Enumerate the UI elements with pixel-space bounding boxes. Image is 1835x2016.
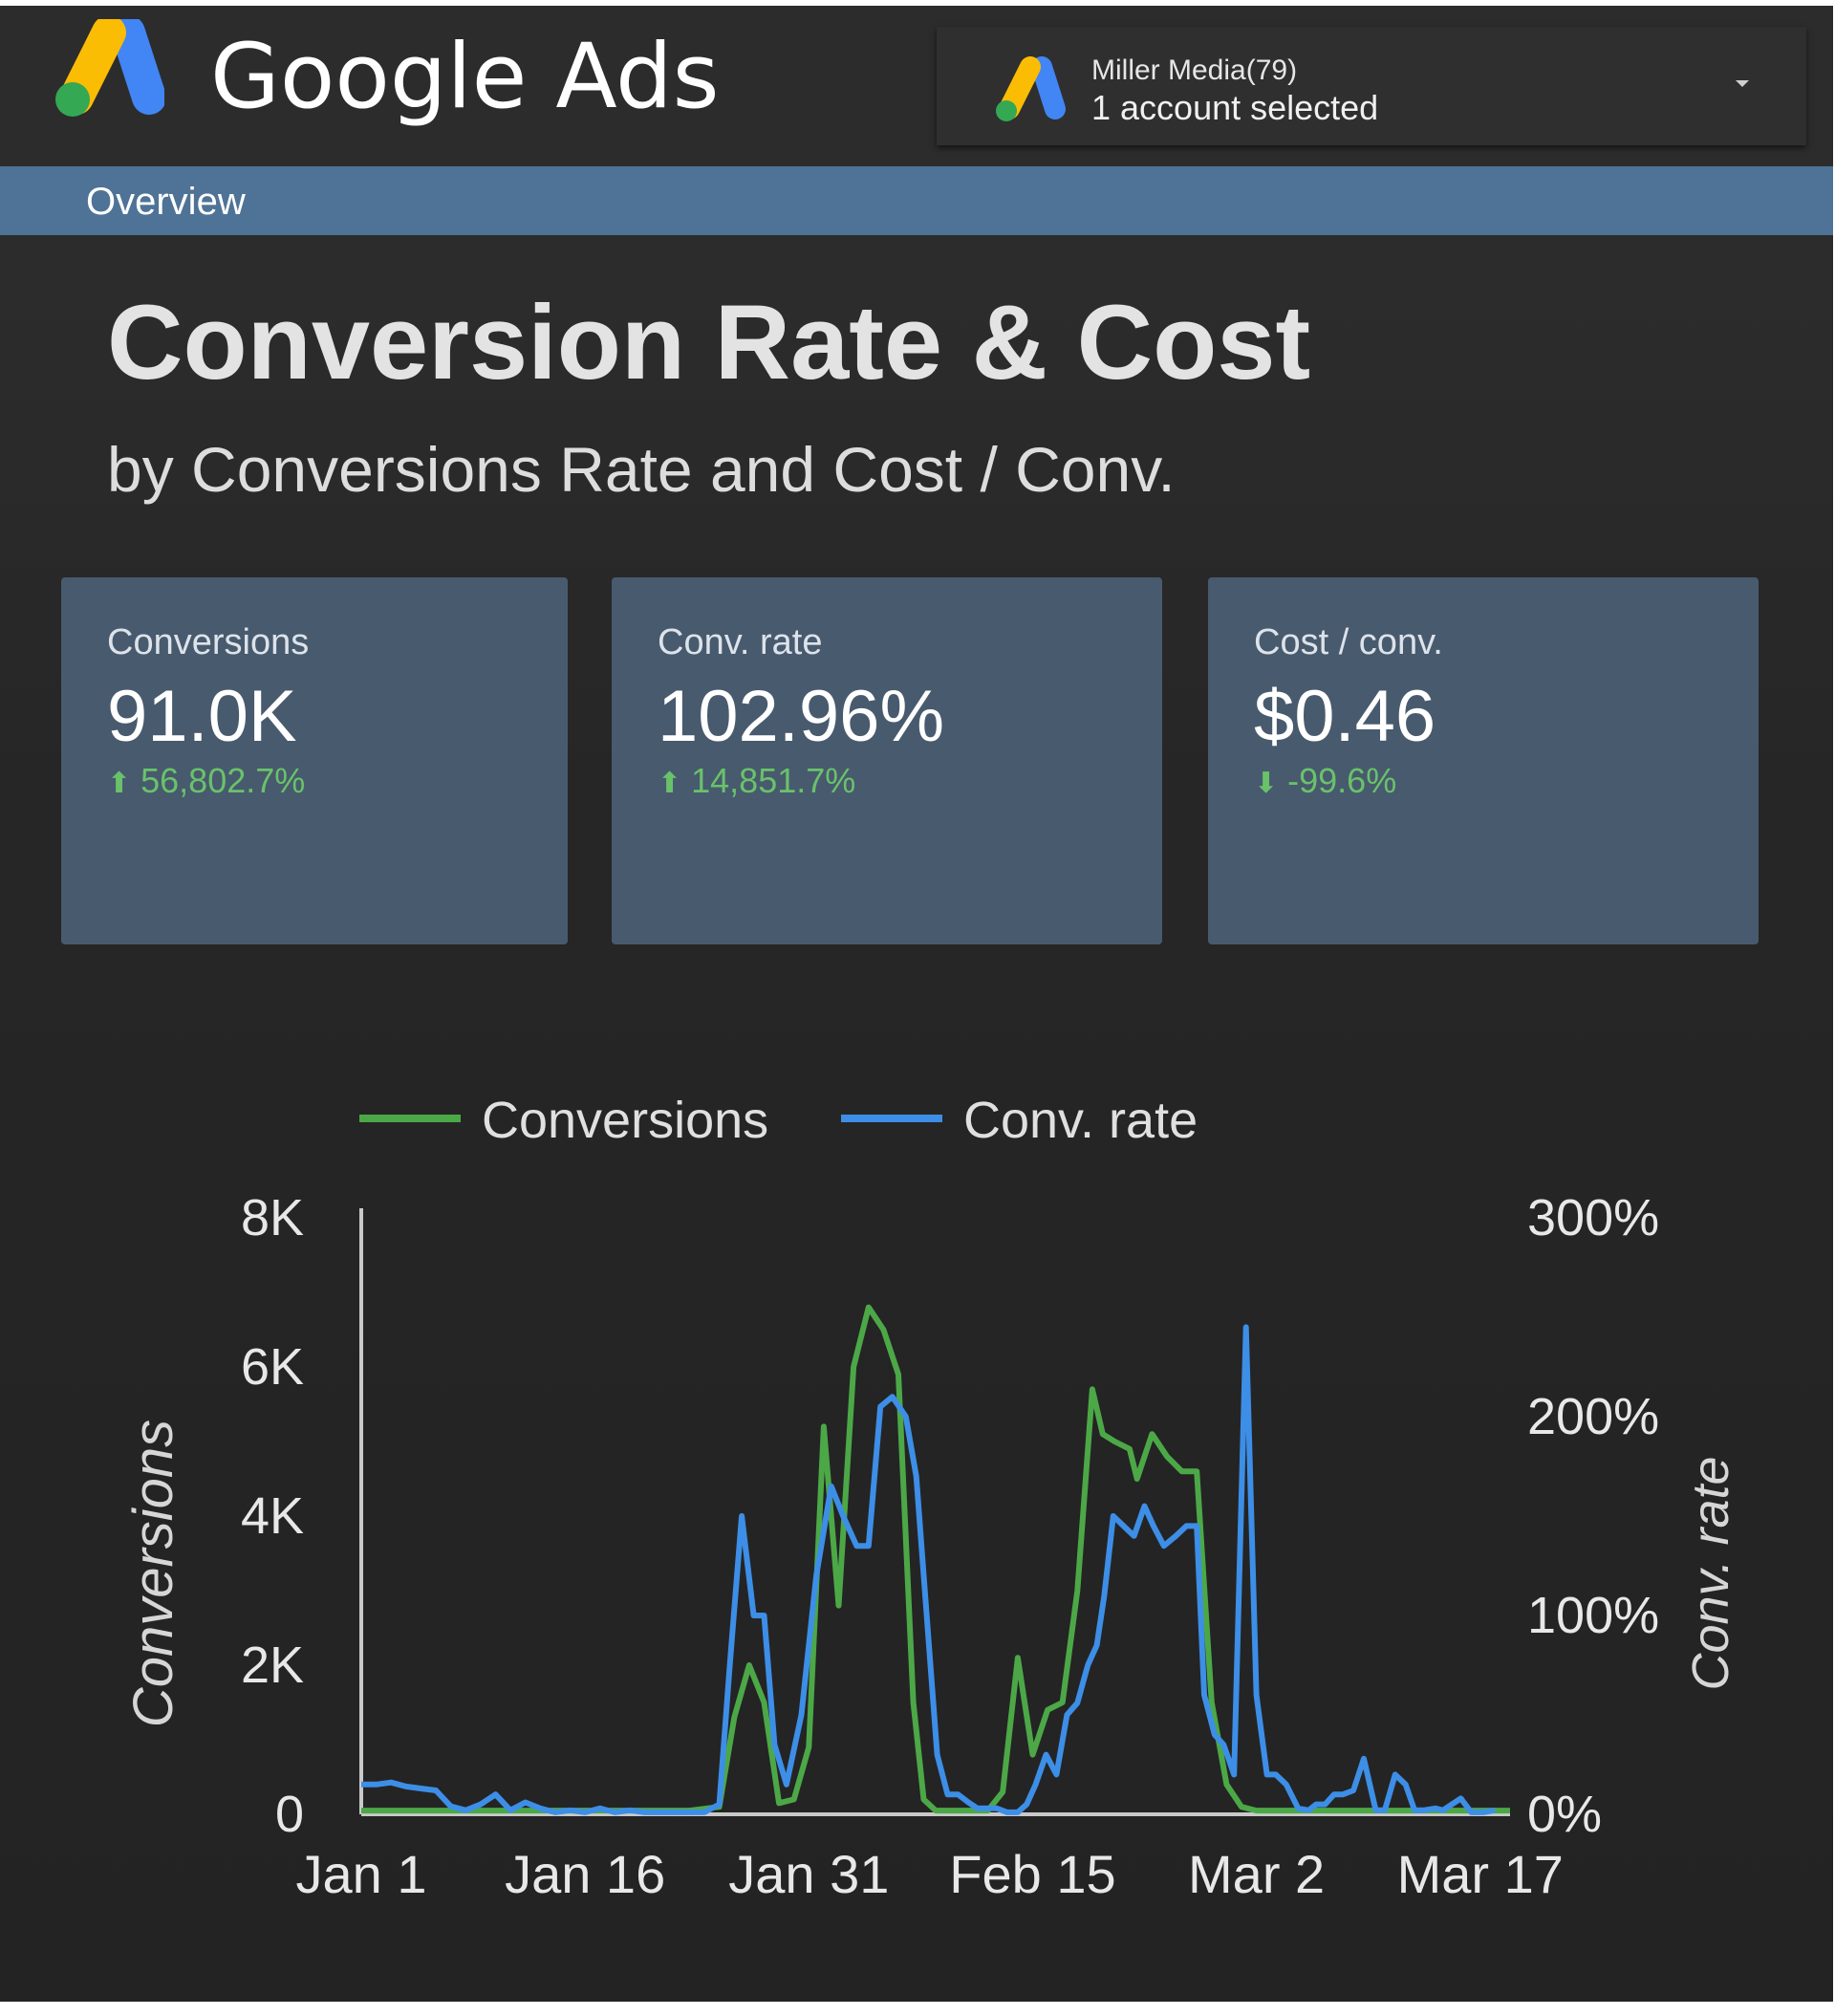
scorecard-delta-value: 56,802.7%: [140, 761, 306, 800]
arrow-up-icon: ⬆: [658, 768, 682, 799]
y-tick-label: 4K: [241, 1487, 304, 1545]
x-tick-label: Jan 1: [296, 1844, 427, 1904]
account-selector[interactable]: Miller Media(79) 1 account selected: [937, 27, 1806, 145]
y-tick-label: 0: [275, 1786, 304, 1843]
y-right-axis-title: Conv. rate: [1682, 1456, 1739, 1690]
x-tick-label: Mar 2: [1188, 1844, 1325, 1904]
scorecard-conversions: Conversions 91.0K ⬆ 56,802.7%: [61, 577, 568, 944]
scorecard-label: Conversions: [107, 622, 310, 662]
page-title: Conversion Rate & Cost: [107, 284, 1311, 401]
scorecard-delta-value: -99.6%: [1287, 761, 1397, 800]
scorecard-value: 102.96%: [658, 676, 945, 757]
legend-label: Conv. rate: [963, 1092, 1198, 1149]
scorecard-delta: ⬆ 56,802.7%: [107, 761, 305, 804]
legend-label: Conversions: [482, 1092, 768, 1149]
account-selection-status: 1 account selected: [1091, 88, 1379, 127]
scorecard-delta: ⬆ 14,851.7%: [658, 761, 855, 804]
ads-overview-report: Google Ads Miller Media(79) 1 account se…: [0, 6, 1833, 2002]
scorecard-conv-rate: Conv. rate 102.96% ⬆ 14,851.7%: [612, 577, 1162, 944]
google-ads-account-icon: [996, 56, 1066, 121]
y-right-tick-label: 200%: [1527, 1388, 1659, 1445]
y-tick-label: 8K: [241, 1189, 304, 1246]
y-axis-title: Conversions: [122, 1420, 184, 1727]
scorecard-label: Cost / conv.: [1254, 622, 1443, 662]
x-tick-label: Jan 16: [505, 1844, 665, 1904]
chevron-down-icon[interactable]: [1736, 80, 1749, 87]
x-tick-label: Mar 17: [1397, 1844, 1564, 1904]
y-right-tick-label: 300%: [1527, 1189, 1659, 1246]
y-tick-label: 2K: [241, 1637, 304, 1694]
scorecard-label: Conv. rate: [658, 622, 823, 662]
arrow-down-icon: ⬇: [1254, 768, 1279, 799]
scorecard-delta: ⬇ -99.6%: [1254, 761, 1396, 804]
scorecard-value: $0.46: [1254, 676, 1436, 757]
top-bar: Google Ads Miller Media(79) 1 account se…: [0, 6, 1833, 166]
y-tick-label: 6K: [241, 1338, 304, 1396]
google-ads-logo: [55, 19, 164, 117]
nav-item-overview[interactable]: Overview: [86, 181, 246, 223]
brand-name: Google Ads: [210, 25, 720, 129]
arrow-up-icon: ⬆: [107, 768, 132, 799]
y-right-tick-label: 0%: [1527, 1786, 1602, 1843]
y-right-tick-label: 100%: [1527, 1587, 1659, 1644]
scorecard-delta-value: 14,851.7%: [691, 761, 856, 800]
conversions-convrate-chart: 0 2K 4K 6K 8K 0% 100% 200% 300% Jan 1 Jan 16 Jan 31…: [122, 1092, 1739, 1904]
series-line-conv-rate: [361, 1324, 1496, 1815]
x-tick-label: Feb 15: [949, 1844, 1115, 1904]
x-tick-label: Jan 31: [728, 1844, 889, 1904]
scorecard-value: 91.0K: [107, 676, 297, 757]
account-name: Miller Media(79): [1091, 54, 1298, 86]
scorecard-cost-per-conv: Cost / conv. $0.46 ⬇ -99.6%: [1208, 577, 1759, 944]
page-nav-bar: Overview: [0, 166, 1833, 235]
page-subtitle: by Conversions Rate and Cost / Conv.: [107, 434, 1176, 505]
